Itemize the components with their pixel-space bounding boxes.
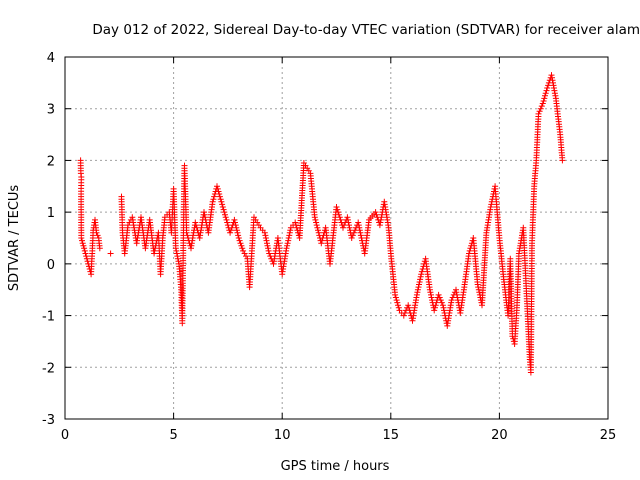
x-tick-label: 15 <box>383 428 400 443</box>
y-tick-label: 3 <box>47 103 55 118</box>
x-axis-tick-labels: 0 5 10 15 20 25 <box>61 428 616 443</box>
y-tick-label: 0 <box>47 258 55 273</box>
chart-title: Day 012 of 2022, Sidereal Day-to-day VTE… <box>92 22 640 38</box>
x-tick-label: 10 <box>274 428 291 443</box>
data-points <box>77 72 566 376</box>
y-tick-label: 2 <box>47 154 55 169</box>
y-tick-label: -2 <box>42 361 55 376</box>
y-axis-label: SDTVAR / TECUs <box>7 185 22 292</box>
plot-frame <box>64 56 609 420</box>
y-axis-tick-labels: -3 -2 -1 0 1 2 3 4 <box>42 51 55 428</box>
x-tick-label: 5 <box>169 428 177 443</box>
x-tick-label: 20 <box>491 428 508 443</box>
y-tick-label: -3 <box>42 413 55 428</box>
y-tick-label: -1 <box>42 310 55 325</box>
y-tick-label: 4 <box>47 51 55 66</box>
x-tick-label: 0 <box>61 428 69 443</box>
sdtvar-markers <box>77 72 566 376</box>
y-tick-label: 1 <box>47 206 55 221</box>
x-axis-label: GPS time / hours <box>281 459 390 474</box>
axis-ticks <box>64 56 609 420</box>
x-tick-label: 25 <box>600 428 617 443</box>
